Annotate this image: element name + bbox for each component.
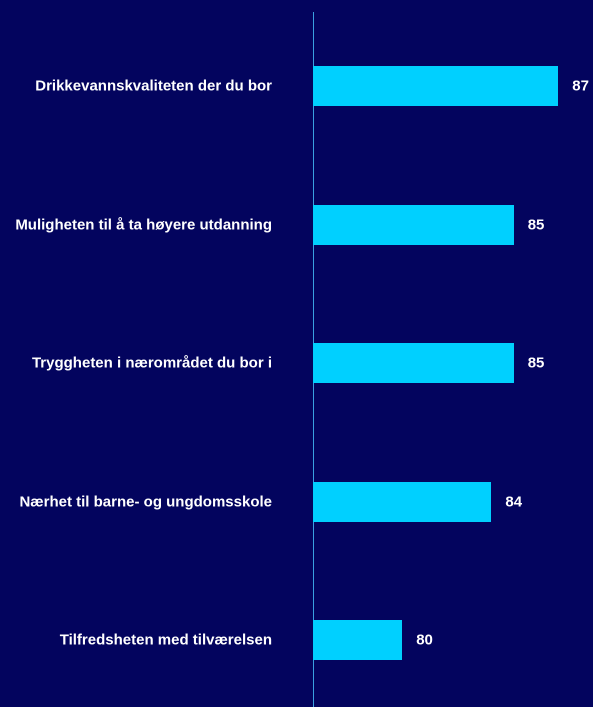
category-label: Nærhet til barne- og ungdomsskole [19,493,272,510]
value-label: 80 [416,631,433,649]
category-label: Tryggheten i nærområdet du bor i [31,354,272,372]
category-label: Muligheten til å ta høyere utdanning [15,216,272,233]
bar [313,343,514,383]
bar [313,204,514,245]
category-label: Drikkevannskvaliteten der du bor [35,77,272,95]
value-label: 87 [572,77,589,95]
bar [313,620,403,660]
value-label: 85 [527,216,545,233]
value-label: 84 [505,493,523,510]
value-label: 85 [527,354,545,372]
bar [313,66,559,106]
category-label: Tilfredsheten med tilværelsen [59,631,272,649]
bar [313,481,492,522]
